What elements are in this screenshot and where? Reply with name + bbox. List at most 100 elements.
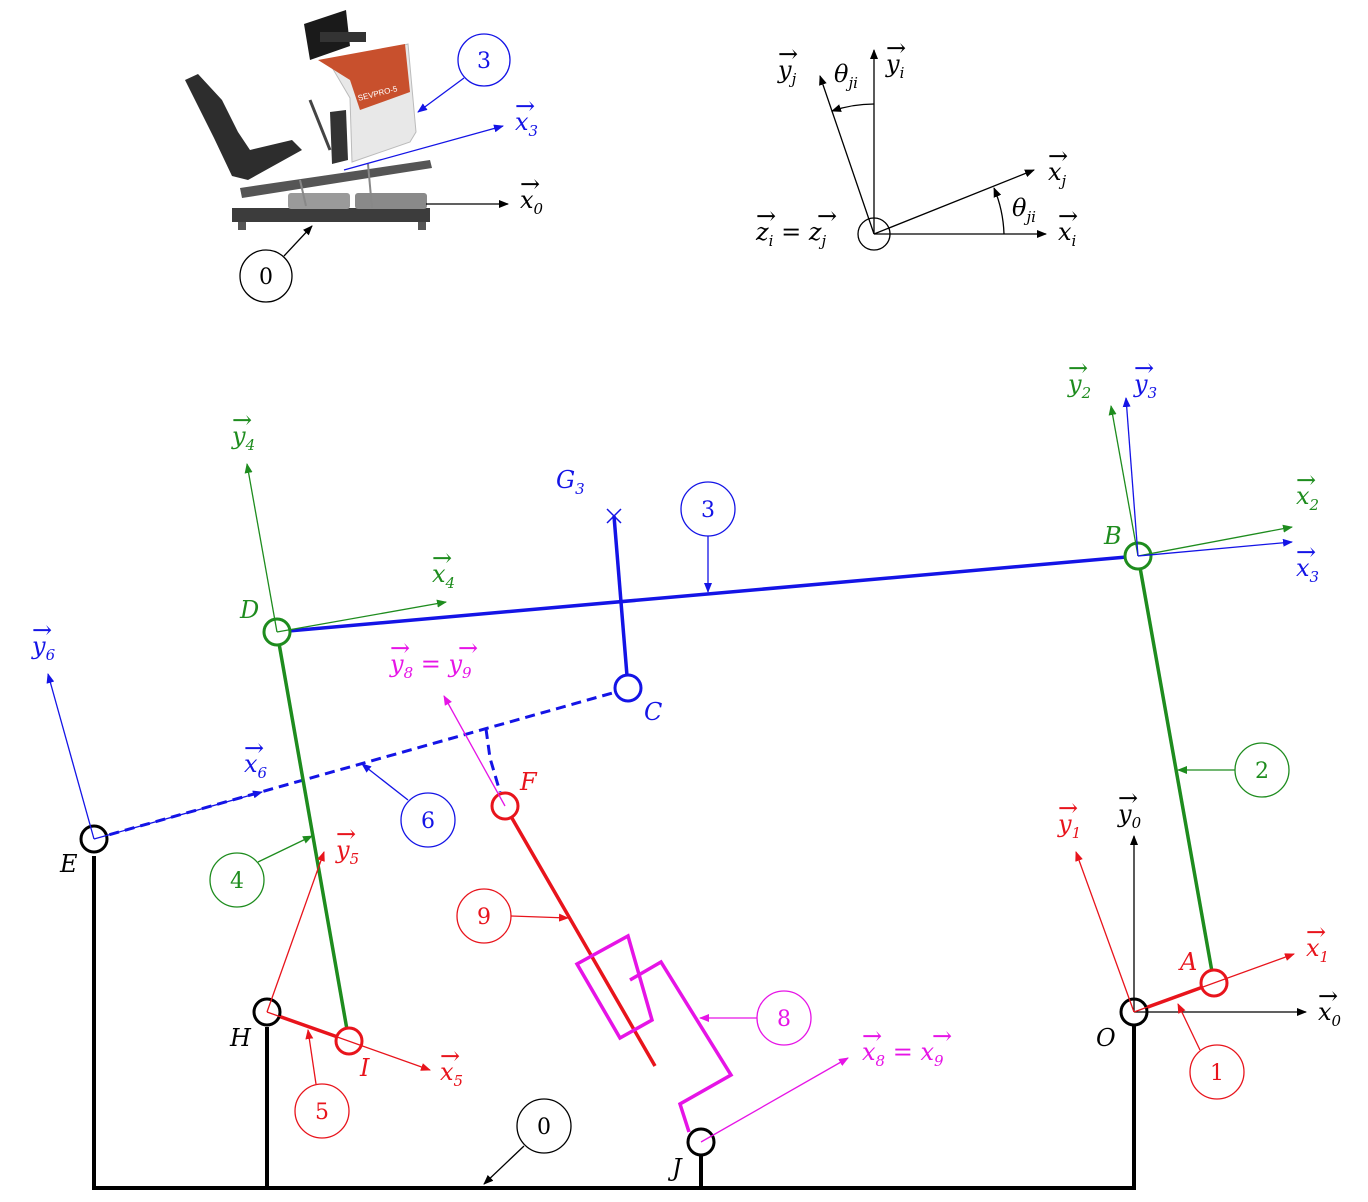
x5-vec: → bbox=[440, 1042, 460, 1070]
xj-vec: → bbox=[1048, 142, 1068, 170]
theta-arc-top bbox=[831, 103, 875, 112]
simulator-rod bbox=[367, 163, 373, 209]
x4-label: x4 bbox=[432, 560, 455, 592]
part-0-photo-circle bbox=[239, 249, 293, 303]
yj-vec: → bbox=[778, 40, 798, 68]
part-3-photo-circle bbox=[457, 33, 511, 87]
label-J: J bbox=[667, 1154, 683, 1182]
x6-vec: → bbox=[244, 734, 264, 762]
cylinder-8 bbox=[629, 959, 734, 1133]
label-B: B bbox=[1103, 522, 1122, 550]
y89-axis bbox=[443, 695, 506, 807]
label-G3: G3 bbox=[556, 466, 585, 498]
part-4-circle bbox=[209, 852, 265, 908]
label-D: D bbox=[239, 596, 259, 624]
part-0-photo-leader bbox=[283, 225, 313, 257]
angle-legend: yj → yi → θji xj → θji xi → zi = zj → → bbox=[755, 34, 1078, 251]
x2-label: x2 bbox=[1296, 482, 1319, 514]
label-E: E bbox=[59, 850, 78, 878]
x6-axis bbox=[93, 790, 263, 840]
x89-label: x8 = x9 bbox=[862, 1038, 944, 1070]
zi-zj-label: zi = zj bbox=[755, 218, 827, 250]
part-0-number: 0 bbox=[537, 1115, 551, 1140]
x1-vec: → bbox=[1306, 918, 1326, 946]
simulator-cabin-red bbox=[318, 44, 410, 110]
label-H: H bbox=[229, 1024, 252, 1052]
theta-right-label: θji bbox=[1012, 194, 1036, 226]
theta-top-label: θji bbox=[834, 60, 858, 92]
x0-photo-label: x0 bbox=[520, 186, 544, 218]
simulator-illustration: SEVPRO-5 bbox=[185, 10, 432, 230]
piston-head-9 bbox=[574, 933, 655, 1041]
label-O: O bbox=[1096, 1024, 1116, 1052]
x2-axis bbox=[1137, 524, 1293, 557]
actuator-8-9 bbox=[503, 805, 734, 1133]
part-1-number: 1 bbox=[1210, 1061, 1224, 1086]
simulator-steering bbox=[330, 110, 348, 164]
part-0-leader bbox=[483, 1145, 525, 1185]
body-3 bbox=[276, 508, 1139, 703]
part-1-circle bbox=[1189, 1044, 1245, 1100]
frame-vectors bbox=[46, 397, 1307, 1143]
simulator-column bbox=[308, 99, 332, 151]
y6-vec: → bbox=[32, 616, 52, 644]
y4-label: y4 bbox=[231, 422, 255, 454]
part-6-leader bbox=[361, 763, 409, 801]
zj-vec: → bbox=[817, 202, 837, 230]
simulator-platform bbox=[240, 160, 432, 198]
part-9-number: 9 bbox=[477, 905, 491, 930]
x0-photo-vec: → bbox=[520, 170, 540, 198]
part-6-circle bbox=[400, 792, 456, 848]
link-EC bbox=[93, 690, 617, 841]
x2-vec: → bbox=[1296, 466, 1316, 494]
ground-frame-0 bbox=[92, 856, 1136, 1190]
x3-photo-vec: → bbox=[515, 92, 535, 120]
part-0-photo-number: 0 bbox=[259, 265, 273, 290]
y5-axis bbox=[266, 851, 325, 1013]
y2-label: y2 bbox=[1067, 370, 1091, 402]
y1-axis bbox=[1075, 851, 1135, 1013]
y3-axis bbox=[1122, 397, 1139, 557]
part-3-photo-leader bbox=[417, 77, 465, 113]
x0-vec: → bbox=[1318, 982, 1338, 1010]
part-4-number: 4 bbox=[230, 869, 244, 894]
x5-label: x5 bbox=[440, 1058, 463, 1090]
part-0-circle bbox=[516, 1098, 572, 1154]
x1-label: x1 bbox=[1306, 934, 1329, 966]
label-A: A bbox=[1178, 948, 1197, 976]
vector-labels: x0 → y0 → x1 → y1 → x2 → y2 → x3 → y3 → … bbox=[31, 354, 1342, 1090]
part-2-number: 2 bbox=[1255, 759, 1269, 784]
x4-axis bbox=[276, 599, 447, 633]
link-DB bbox=[276, 554, 1139, 634]
y6-label: y6 bbox=[31, 632, 56, 664]
part-1-leader bbox=[1177, 1003, 1201, 1051]
link-BA bbox=[1136, 555, 1216, 984]
yi-vec: → bbox=[886, 34, 906, 62]
zi-vec: → bbox=[756, 202, 776, 230]
x9-vec: → bbox=[932, 1022, 952, 1050]
y0-vec: → bbox=[1118, 784, 1138, 812]
simulator-rod2 bbox=[299, 179, 307, 207]
x6-label: x6 bbox=[244, 750, 268, 782]
link-G3-C bbox=[612, 515, 630, 689]
xj-label: xj bbox=[1048, 158, 1067, 190]
part-8-number: 8 bbox=[777, 1007, 791, 1032]
actuator-left bbox=[288, 193, 350, 209]
y3-label: y3 bbox=[1133, 370, 1157, 402]
y4-axis bbox=[244, 463, 278, 633]
x3-vec: → bbox=[1296, 538, 1316, 566]
yj-axis bbox=[819, 75, 875, 235]
x89-axis bbox=[700, 1057, 849, 1143]
rod-9 bbox=[503, 805, 657, 1067]
label-C: C bbox=[644, 698, 662, 726]
theta-arc-right bbox=[993, 187, 1005, 235]
yj-label: yj bbox=[777, 56, 797, 88]
part-5-leader bbox=[305, 1029, 317, 1085]
link-DI bbox=[275, 631, 351, 1042]
actuator-right bbox=[355, 193, 427, 209]
simulator-seat bbox=[185, 74, 302, 180]
point-labels: B D C G3 A F I E H O J bbox=[59, 466, 1197, 1182]
part-6-number: 6 bbox=[421, 809, 435, 834]
x3-photo-arrow bbox=[343, 124, 504, 171]
